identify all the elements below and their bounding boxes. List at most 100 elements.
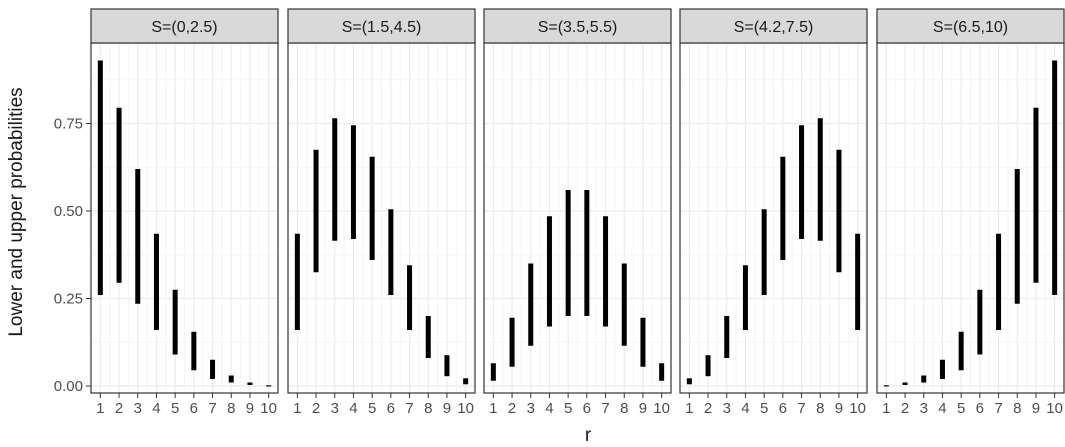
x-tick-label: 10 <box>849 400 866 417</box>
range-bar <box>463 378 469 385</box>
range-bar <box>425 316 431 358</box>
x-tick-label: 7 <box>405 400 413 417</box>
range-bar <box>621 263 627 346</box>
x-tick-label: 2 <box>312 400 320 417</box>
x-tick-label: 2 <box>704 400 712 417</box>
range-bar <box>742 265 748 330</box>
range-bar <box>584 190 590 316</box>
range-bar <box>210 359 216 379</box>
range-bar <box>640 317 646 367</box>
range-bar <box>313 149 319 273</box>
x-tick-label: 3 <box>723 400 731 417</box>
range-bar <box>228 375 234 383</box>
range-bar <box>266 385 272 387</box>
x-tick-label: 5 <box>564 400 572 417</box>
range-bar <box>977 289 983 355</box>
range-bar <box>705 355 711 377</box>
range-bar <box>883 385 889 387</box>
range-bar <box>191 331 197 371</box>
range-bar <box>546 216 552 327</box>
range-bar <box>407 265 413 330</box>
range-bar <box>444 355 450 377</box>
range-bar <box>153 233 159 330</box>
x-tick-label: 6 <box>976 400 984 417</box>
range-bar <box>939 359 945 379</box>
x-tick-label: 7 <box>208 400 216 417</box>
x-tick-label: 8 <box>620 400 628 417</box>
range-bar <box>761 209 767 295</box>
x-tick-label: 3 <box>134 400 142 417</box>
x-tick-label: 8 <box>424 400 432 417</box>
x-tick-label: 1 <box>882 400 890 417</box>
x-tick-label: 7 <box>601 400 609 417</box>
facet-strip-label: S=(1.5,4.5) <box>342 19 422 36</box>
range-bar <box>490 363 496 381</box>
range-bar <box>958 331 964 371</box>
range-bar <box>836 149 842 273</box>
x-tick-label: 1 <box>96 400 104 417</box>
range-bar <box>603 216 609 327</box>
x-tick-label: 1 <box>293 400 301 417</box>
facet-strip-label: S=(4.2,7.5) <box>734 19 814 36</box>
x-tick-label: 5 <box>171 400 179 417</box>
x-tick-label: 2 <box>508 400 516 417</box>
range-bar <box>1033 107 1039 283</box>
facet-panel: S=(4.2,7.5) 1 2 3 4 5 6 7 8 9 10 <box>679 8 868 417</box>
range-bar <box>116 107 122 283</box>
x-tick-label: 3 <box>331 400 339 417</box>
x-tick-label: 10 <box>653 400 670 417</box>
range-bar <box>799 125 805 239</box>
range-bar <box>135 169 141 304</box>
facet-strip-label: S=(6.5,10) <box>933 19 1008 36</box>
x-tick-label: 4 <box>741 400 749 417</box>
panels-layer: S=(0,2.5)1 2 3 4 5 6 7 8 9 10S=(1.5,4.5)1 2 3 4 5 6 7 8 9… <box>90 8 1065 417</box>
x-tick-label: 9 <box>835 400 843 417</box>
x-tick-label: 1 <box>489 400 497 417</box>
range-bar <box>855 233 861 330</box>
x-tick-label: 2 <box>115 400 123 417</box>
facet-strip <box>90 8 279 44</box>
range-bar <box>172 289 178 355</box>
x-axis-title: r <box>585 425 592 446</box>
facet-panel: S=(1.5,4.5) 1 2 3 4 5 6 7 8 9 10 <box>287 8 476 417</box>
y-axis-title: Lower and upper probabilities <box>6 87 27 336</box>
y-tick-label: 0.25 <box>54 291 83 308</box>
x-tick-label: 4 <box>349 400 357 417</box>
range-bar <box>350 125 356 239</box>
x-tick-label: 8 <box>816 400 824 417</box>
y-tick-label: 0.00 <box>54 378 83 395</box>
range-bar <box>686 378 692 385</box>
range-bar <box>780 156 786 260</box>
range-bar <box>565 190 571 316</box>
range-bar <box>902 382 908 385</box>
x-tick-label: 5 <box>957 400 965 417</box>
x-tick-label: 9 <box>443 400 451 417</box>
range-bar <box>388 209 394 295</box>
x-tick-label: 3 <box>527 400 535 417</box>
x-tick-label: 4 <box>152 400 160 417</box>
x-tick-label: 10 <box>1046 400 1063 417</box>
range-bar <box>369 156 375 260</box>
y-tick-label: 0.50 <box>54 203 83 220</box>
x-tick-label: 6 <box>190 400 198 417</box>
facet-panel: S=(6.5,10) 1 2 3 4 5 6 7 8 9 10 <box>876 8 1065 417</box>
range-bar <box>659 363 665 381</box>
facet-strip-label: S=(0,2.5) <box>151 19 217 36</box>
facet-strip-label: S=(3.5,5.5) <box>538 19 618 36</box>
x-tick-label: 5 <box>368 400 376 417</box>
y-axis: 0.00 0.25 0.50 0.75 <box>54 116 91 395</box>
x-tick-label: 1 <box>685 400 693 417</box>
range-bar <box>528 263 534 346</box>
x-tick-label: 2 <box>901 400 909 417</box>
range-bar <box>1052 60 1058 295</box>
range-bar <box>332 118 338 241</box>
x-tick-label: 4 <box>938 400 946 417</box>
range-bar <box>921 375 927 383</box>
x-tick-label: 4 <box>545 400 553 417</box>
facet-strip <box>483 8 672 44</box>
range-bar <box>724 316 730 358</box>
facet-strip <box>679 8 868 44</box>
x-tick-label: 5 <box>760 400 768 417</box>
